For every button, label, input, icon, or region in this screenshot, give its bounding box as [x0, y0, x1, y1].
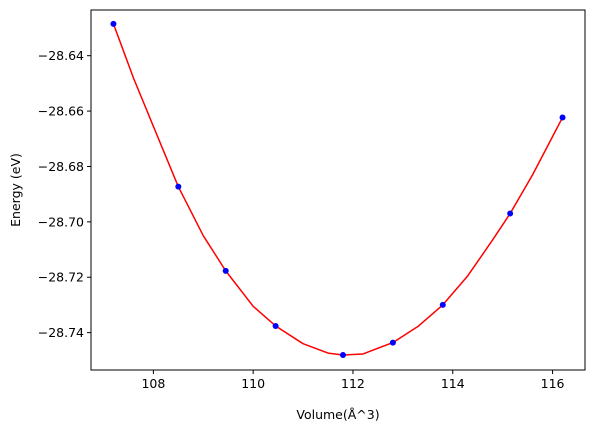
y-axis-ticks: −28.64 −28.66 −28.68 −28.70 −28.72 −28.74: [38, 48, 91, 340]
data-point: [389, 339, 396, 346]
y-tick-label: −28.70: [38, 214, 84, 229]
x-tick-label: 116: [541, 376, 565, 391]
data-point: [110, 20, 117, 27]
data-point: [339, 352, 346, 359]
x-tick-label: 108: [141, 376, 165, 391]
y-tick-label: −28.74: [38, 325, 84, 340]
data-point: [507, 210, 514, 217]
y-tick-label: −28.68: [38, 159, 84, 174]
x-tick-label: 110: [241, 376, 265, 391]
data-point: [175, 183, 182, 190]
x-axis-label: Volume(Å^3): [296, 407, 379, 422]
data-point: [222, 267, 229, 274]
x-axis-ticks: 108 110 112 114 116: [141, 370, 565, 391]
x-tick-label: 114: [441, 376, 465, 391]
plot-frame: [90, 9, 586, 371]
y-tick-label: −28.72: [38, 270, 84, 285]
y-tick-label: −28.64: [38, 48, 84, 63]
y-tick-label: −28.66: [38, 104, 84, 119]
plot-area: [110, 20, 566, 359]
data-point: [559, 114, 566, 121]
y-axis-label: Energy (eV): [8, 153, 23, 227]
fit-curve-line: [112, 23, 564, 356]
x-tick-label: 112: [341, 376, 365, 391]
data-point: [272, 322, 279, 329]
data-point: [439, 301, 446, 308]
